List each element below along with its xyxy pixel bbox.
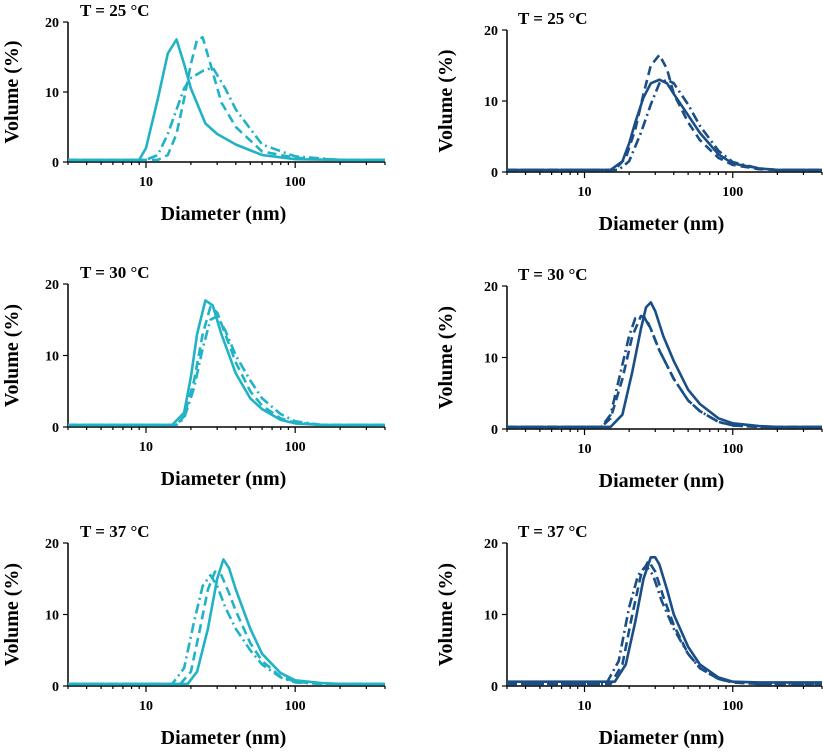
y-axis-title: Volume (%) (1, 304, 23, 407)
series-line-dash-dot (68, 314, 385, 427)
x-axis-title: Diameter (nm) (161, 203, 287, 225)
x-axis-title: Diameter (nm) (599, 470, 725, 492)
series-line-dash-dot (68, 573, 385, 686)
y-tick-label: 0 (52, 156, 59, 171)
y-tick-label: 10 (45, 609, 59, 624)
y-tick-label: 20 (484, 537, 498, 552)
panel-title: T = 30 °C (518, 265, 588, 284)
y-tick-label: 0 (52, 680, 59, 695)
series-line-solid (68, 38, 385, 162)
series-line-dashed (68, 36, 385, 162)
x-axis-title: Diameter (nm) (161, 468, 287, 490)
x-tick-label: 10 (578, 699, 592, 714)
x-tick-label: 100 (722, 699, 743, 714)
y-tick-label: 0 (491, 166, 498, 181)
x-axis-title: Diameter (nm) (161, 727, 287, 749)
x-tick-label: 10 (139, 699, 153, 714)
y-tick-label: 10 (484, 95, 498, 110)
chart-panel-middle-left: 0 10 20 10 100 T = 30 °C Diameter (nm) Volume (… (1, 263, 386, 490)
x-tick-label: 10 (578, 185, 592, 200)
series-line-solid (68, 558, 385, 686)
series-line-solid (507, 301, 822, 429)
series-line-dashed (507, 314, 822, 429)
y-tick-label: 20 (45, 278, 59, 293)
chart-panel-middle-right: 0 10 20 10 100 T = 30 °C Diameter (nm) Volume (… (435, 265, 823, 492)
series-line-solid (507, 555, 822, 684)
y-axis-title: Volume (%) (435, 49, 457, 152)
series-line-solid (68, 299, 385, 427)
x-tick-label: 100 (285, 699, 306, 714)
series-line-dashed (68, 570, 385, 686)
chart-panel-bottom-left: 0 10 20 10 100 T = 37 °C Diameter (nm) Volume (… (1, 522, 386, 749)
y-tick-label: 20 (45, 537, 59, 552)
y-tick-label: 20 (45, 16, 59, 31)
y-tick-label: 10 (45, 350, 59, 365)
x-axis-title: Diameter (nm) (599, 213, 725, 235)
panel-title: T = 37 °C (518, 522, 588, 541)
chart-panel-top-right: 0 10 20 10 100 T = 25 °C Diameter (nm) Volume (… (435, 9, 823, 235)
x-tick-label: 100 (285, 440, 306, 455)
series-line-solid (507, 78, 822, 172)
x-tick-label: 100 (722, 442, 743, 457)
series-line-dash-dot (68, 66, 385, 162)
series-line-dash-dot (507, 564, 822, 686)
panel-title: T = 25 °C (518, 9, 588, 28)
y-tick-label: 20 (484, 280, 498, 295)
y-axis-title: Volume (%) (1, 563, 23, 666)
x-axis-title: Diameter (nm) (599, 727, 725, 749)
x-tick-label: 100 (285, 175, 306, 190)
series-line-dash-dot (507, 78, 822, 172)
y-tick-label: 0 (52, 421, 59, 436)
series-line-dashed (507, 53, 822, 172)
y-tick-label: 10 (484, 609, 498, 624)
panel-title: T = 30 °C (80, 263, 150, 282)
y-tick-label: 10 (484, 352, 498, 367)
y-axis-title: Volume (%) (1, 40, 23, 143)
y-axis-title: Volume (%) (435, 563, 457, 666)
series-line-dashed (507, 559, 822, 686)
chart-panel-bottom-right: 0 10 20 10 100 T = 37 °C Diameter (nm) Volume (… (435, 522, 823, 749)
y-tick-label: 20 (484, 24, 498, 39)
y-tick-label: 10 (45, 86, 59, 101)
y-tick-label: 0 (491, 423, 498, 438)
x-tick-label: 10 (139, 175, 153, 190)
series-line-dashed (68, 305, 385, 427)
chart-panel-top-left: 0 10 20 10 100 T = 25 °C Diameter (nm) Volume (… (1, 1, 386, 225)
series-line-dash-dot (507, 314, 822, 429)
panel-title: T = 25 °C (80, 1, 150, 20)
x-tick-label: 10 (139, 440, 153, 455)
x-tick-label: 10 (578, 442, 592, 457)
x-tick-label: 100 (722, 185, 743, 200)
panel-title: T = 37 °C (80, 522, 150, 541)
y-tick-label: 0 (491, 680, 498, 695)
y-axis-title: Volume (%) (435, 306, 457, 409)
